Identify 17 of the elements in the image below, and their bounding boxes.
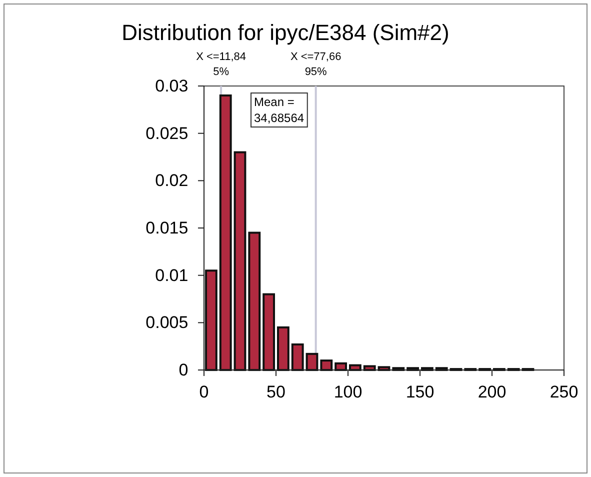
ref-line-label: X <=77,66 95% — [290, 51, 342, 78]
y-tick-label: 0.005 — [146, 313, 188, 332]
x-tick-label: 200 — [478, 382, 506, 402]
ref-line-label: X <=11,84 5% — [196, 51, 246, 78]
y-tick-label: 0 — [178, 360, 188, 380]
x-tick-label: 100 — [334, 382, 362, 402]
annotation: Mean = 34,68564 — [254, 95, 304, 125]
y-tick-label: 0.03 — [155, 76, 188, 96]
chart-title: Distribution for ipyc/E384 (Sim#2) — [122, 20, 450, 45]
x-tick-label: 50 — [266, 382, 286, 402]
x-tick-label: 250 — [550, 382, 578, 402]
y-tick-label: 0.015 — [146, 218, 188, 238]
x-tick-label: 150 — [406, 382, 434, 402]
y-tick-label: 0.025 — [146, 124, 188, 143]
x-tick-label: 0 — [199, 382, 209, 402]
y-tick-label: 0.01 — [155, 266, 188, 285]
y-tick-label: 0.02 — [155, 171, 188, 190]
